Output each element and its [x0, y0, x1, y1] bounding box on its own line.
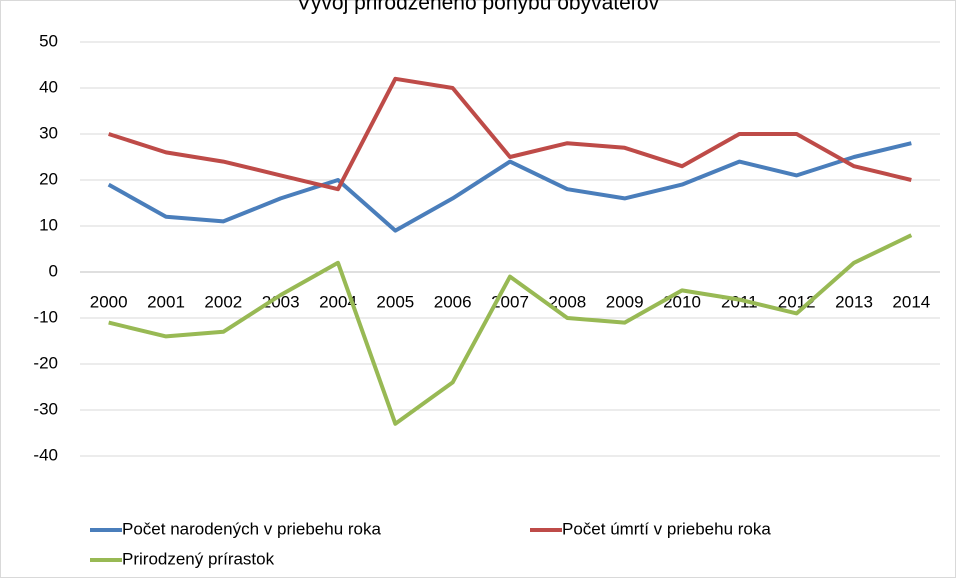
x-tick-label: 2002	[204, 292, 242, 311]
x-tick-label: 2004	[319, 292, 357, 311]
x-tick-label: 2006	[434, 292, 472, 311]
y-tick-label: 20	[39, 169, 58, 188]
x-tick-label: 2003	[262, 292, 300, 311]
y-tick-label: 40	[39, 77, 58, 96]
x-tick-label: 2005	[376, 292, 414, 311]
series-line	[107, 141, 912, 233]
y-tick-label: -40	[33, 445, 58, 464]
y-tick-label: -10	[33, 307, 58, 326]
y-tick-label: -30	[33, 399, 58, 418]
legend-label: Prirodzený prírastok	[122, 549, 275, 568]
x-tick-label: 2000	[90, 292, 128, 311]
x-tick-label: 2001	[147, 292, 185, 311]
y-tick-label: 30	[39, 123, 58, 142]
legend-label: Počet úmrtí v priebehu roka	[562, 519, 771, 538]
legend-label: Počet narodených v priebehu roka	[122, 519, 381, 538]
y-tick-label: -20	[33, 353, 58, 372]
x-tick-label: 2014	[892, 292, 930, 311]
y-tick-label: 50	[39, 31, 58, 50]
series-line	[108, 233, 913, 426]
chart-title: Vývoj prirodzeného pohybu obyvateľov	[297, 0, 660, 15]
y-tick-label: 0	[49, 261, 58, 280]
x-tick-label: 2010	[663, 292, 701, 311]
x-tick-label: 2009	[606, 292, 644, 311]
x-tick-label: 2008	[548, 292, 586, 311]
x-tick-label: 2013	[835, 292, 873, 311]
series-line	[108, 76, 912, 192]
y-tick-label: 10	[39, 215, 58, 234]
